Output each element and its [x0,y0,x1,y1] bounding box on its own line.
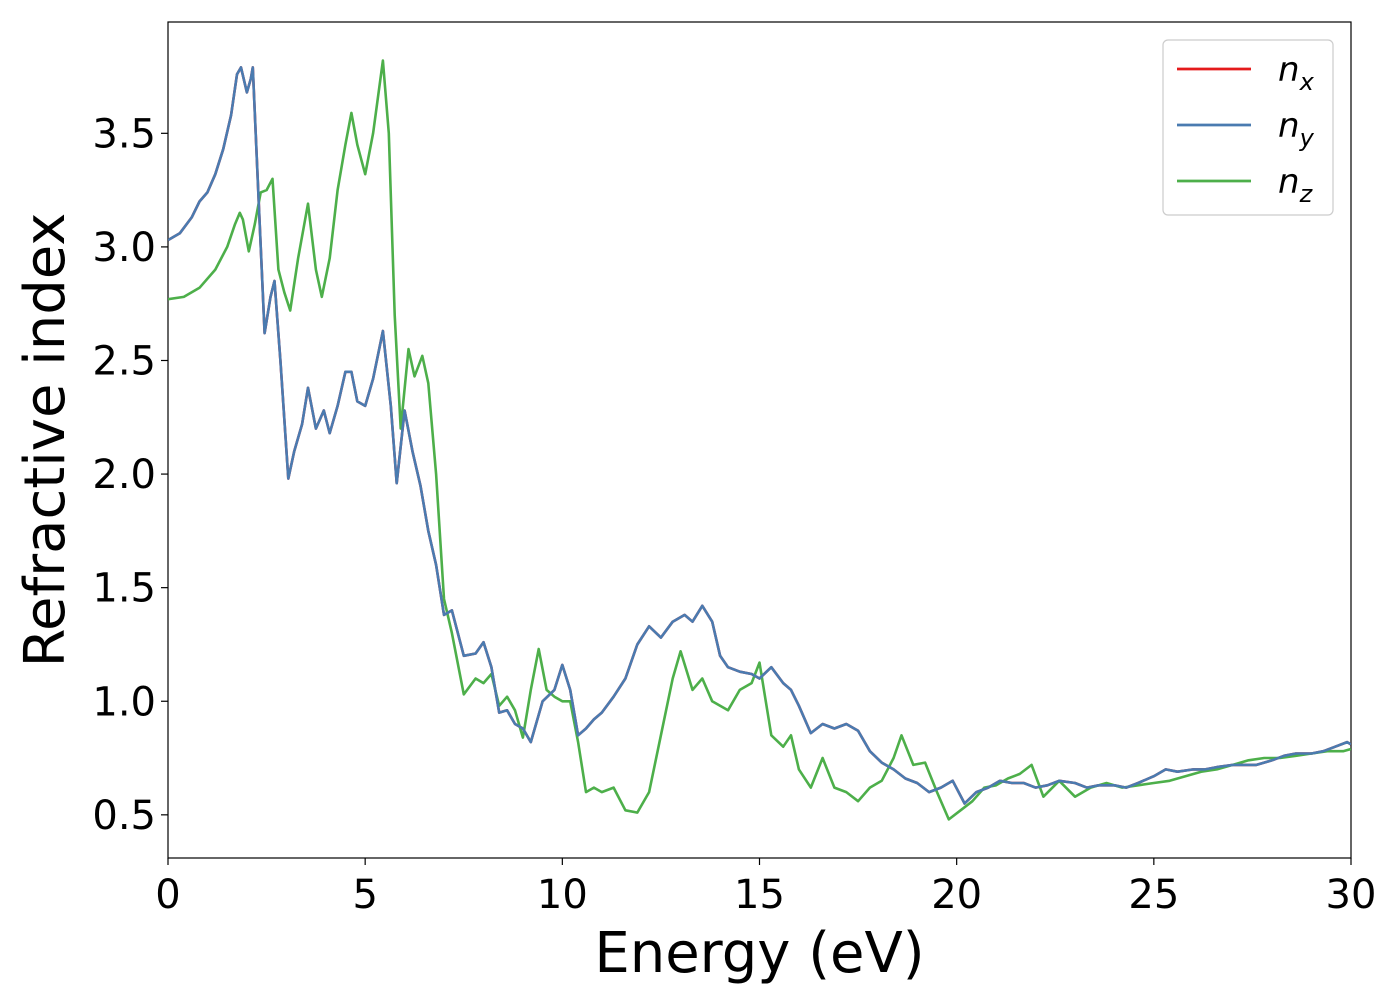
x-axis-title: Energy (eV) [594,921,924,986]
x-tick-label: 20 [931,872,982,918]
x-tick-label: 5 [352,872,377,918]
y-axis-title: Refractive index [13,213,78,668]
y-tick-label: 0.5 [92,793,156,839]
legend-label-z: nz [1278,162,1314,208]
y-tick-label: 3.0 [92,225,156,271]
series-line-z [168,59,1351,821]
y-tick-label: 1.5 [92,566,156,612]
legend-label-x: nx [1278,50,1315,96]
x-tick-label: 15 [734,872,785,918]
plot-area [167,21,1352,859]
legend-box [1162,39,1334,216]
x-tick-label: 10 [537,872,588,918]
series-line-y [168,66,1351,805]
x-axis-ticks: 0 5 10 15 20 25 30 [155,858,1376,918]
y-tick-label: 1.0 [92,679,156,725]
x-tick-label: 0 [155,872,180,918]
axes-frame [167,21,1352,859]
legend-label-y: ny [1278,106,1315,152]
y-tick-label: 2.0 [92,452,156,498]
series-layer [168,59,1351,821]
x-tick-label: 30 [1326,872,1377,918]
x-tick-label: 25 [1128,872,1179,918]
y-axis-ticks: 0.5 1.0 1.5 2.0 2.5 3.0 3.5 [92,111,168,839]
y-tick-label: 2.5 [92,338,156,384]
legend: nx ny nz [1162,39,1334,216]
y-tick-label: 3.5 [92,111,156,157]
